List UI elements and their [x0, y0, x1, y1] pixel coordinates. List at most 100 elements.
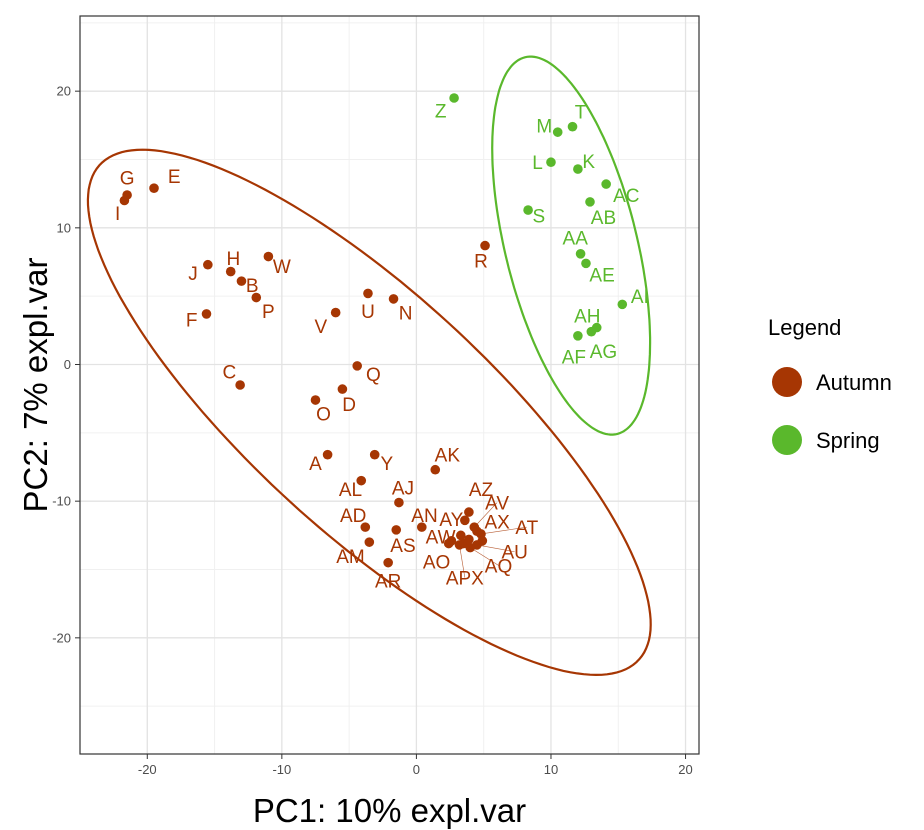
legend-label-spring: Spring [816, 428, 880, 453]
data-point-as [391, 525, 402, 535]
point-label-ax: AX [484, 513, 510, 534]
point-label-at: AT [515, 518, 538, 539]
point-label-w: W [273, 257, 291, 278]
ellipse-spring [491, 55, 652, 436]
data-point-w [263, 251, 274, 262]
point-label-d: D [342, 395, 356, 416]
data-point-j [203, 259, 213, 270]
data-point-b [236, 276, 247, 286]
point-label-av: AV [485, 494, 509, 515]
point-label-h: H [227, 249, 241, 270]
data-point-ae [581, 258, 591, 269]
y-tick-label: -10 [52, 494, 71, 509]
label-leader-line [459, 544, 466, 578]
grid-lines [80, 16, 699, 754]
legend-title: Legend [768, 315, 841, 340]
point-label-y: Y [380, 454, 393, 475]
data-point-e [149, 183, 159, 193]
point-label-ao: AO [423, 552, 450, 573]
point-label-v: V [315, 317, 328, 338]
point-label-o: O [316, 405, 331, 426]
point-label-af: AF [562, 347, 586, 368]
data-point-l [546, 157, 556, 168]
label-leader-line [474, 502, 498, 528]
point-label-aw: AW [426, 528, 456, 549]
point-label-ai: AI [631, 287, 649, 308]
data-point-f [201, 309, 212, 319]
data-point-ab [585, 197, 595, 207]
confidence-ellipses [86, 55, 652, 677]
data-point-unlabeled [456, 530, 466, 541]
point-label-i: I [115, 204, 120, 225]
point-label-aa: AA [563, 228, 589, 249]
data-point-i [119, 195, 130, 206]
data-point-p [251, 292, 262, 303]
legend: Legend Autumn Spring [768, 315, 892, 455]
x-tick-label: -20 [138, 762, 157, 777]
data-point-ad [360, 522, 371, 532]
point-label-e: E [168, 167, 181, 188]
data-point-ag [586, 326, 597, 337]
point-label-n: N [399, 304, 413, 325]
point-label-b: B [246, 276, 259, 297]
x-tick-label: 0 [413, 762, 420, 777]
point-label-ac: AC [613, 186, 639, 207]
point-label-ah: AH [574, 306, 600, 327]
point-label-k: K [582, 152, 595, 173]
data-point-unlabeled [443, 538, 454, 549]
data-point-am [364, 537, 375, 547]
label-leader-line [470, 547, 499, 566]
data-point-q [352, 361, 363, 371]
data-point-z [449, 93, 459, 103]
legend-key-spring [772, 425, 802, 455]
ellipse-autumn [86, 148, 652, 677]
point-label-aj: AJ [392, 479, 414, 500]
y-axis-title: PC2: 7% expl.var [17, 258, 54, 513]
data-point-n [388, 294, 399, 304]
point-label-u: U [361, 302, 375, 323]
point-label-az: AZ [469, 480, 494, 501]
point-label-r: R [474, 252, 488, 273]
point-label-g: G [120, 168, 135, 189]
legend-label-autumn: Autumn [816, 370, 892, 395]
data-point-o [310, 395, 321, 405]
y-tick-label: 0 [64, 357, 71, 372]
point-label-ag: AG [590, 342, 617, 363]
y-tick-label: -20 [52, 630, 71, 645]
data-point-af [573, 331, 583, 341]
data-point-ac [601, 179, 611, 189]
data-point-a [322, 449, 333, 460]
point-label-q: Q [366, 365, 381, 386]
x-tick-label: 20 [678, 762, 692, 777]
data-point-ak [430, 464, 441, 475]
data-point-ar [383, 557, 393, 568]
data-point-c [235, 380, 245, 390]
data-point-aa [575, 249, 586, 259]
point-label-f: F [186, 310, 198, 331]
point-label-t: T [575, 103, 587, 124]
data-point-r [480, 240, 490, 251]
data-point-y [369, 449, 380, 460]
data-point-u [363, 288, 373, 299]
point-label-l: L [532, 153, 543, 174]
point-label-c: C [223, 362, 237, 383]
axis-ticks: -20 -10 0 10 20 -20 -10 0 10 20 [52, 84, 693, 777]
point-label-j: J [188, 264, 198, 285]
point-label-as: AS [390, 536, 415, 557]
data-point-d [337, 384, 348, 394]
label-leader-line [480, 526, 527, 535]
data-point-k [573, 164, 583, 174]
point-label-a: A [309, 454, 322, 475]
x-tick-label: -10 [272, 762, 291, 777]
point-label-p: P [262, 302, 275, 323]
data-point-v [330, 307, 341, 318]
point-label-aq: AQ [485, 556, 512, 577]
point-label-ay: AY [439, 510, 463, 531]
point-label-ar: AR [375, 571, 401, 592]
point-label-am: AM [336, 547, 365, 568]
data-point-ai [617, 299, 628, 310]
point-label-apx: APX [446, 569, 484, 590]
data-point-aj [394, 497, 404, 508]
point-label-au: AU [501, 543, 527, 564]
